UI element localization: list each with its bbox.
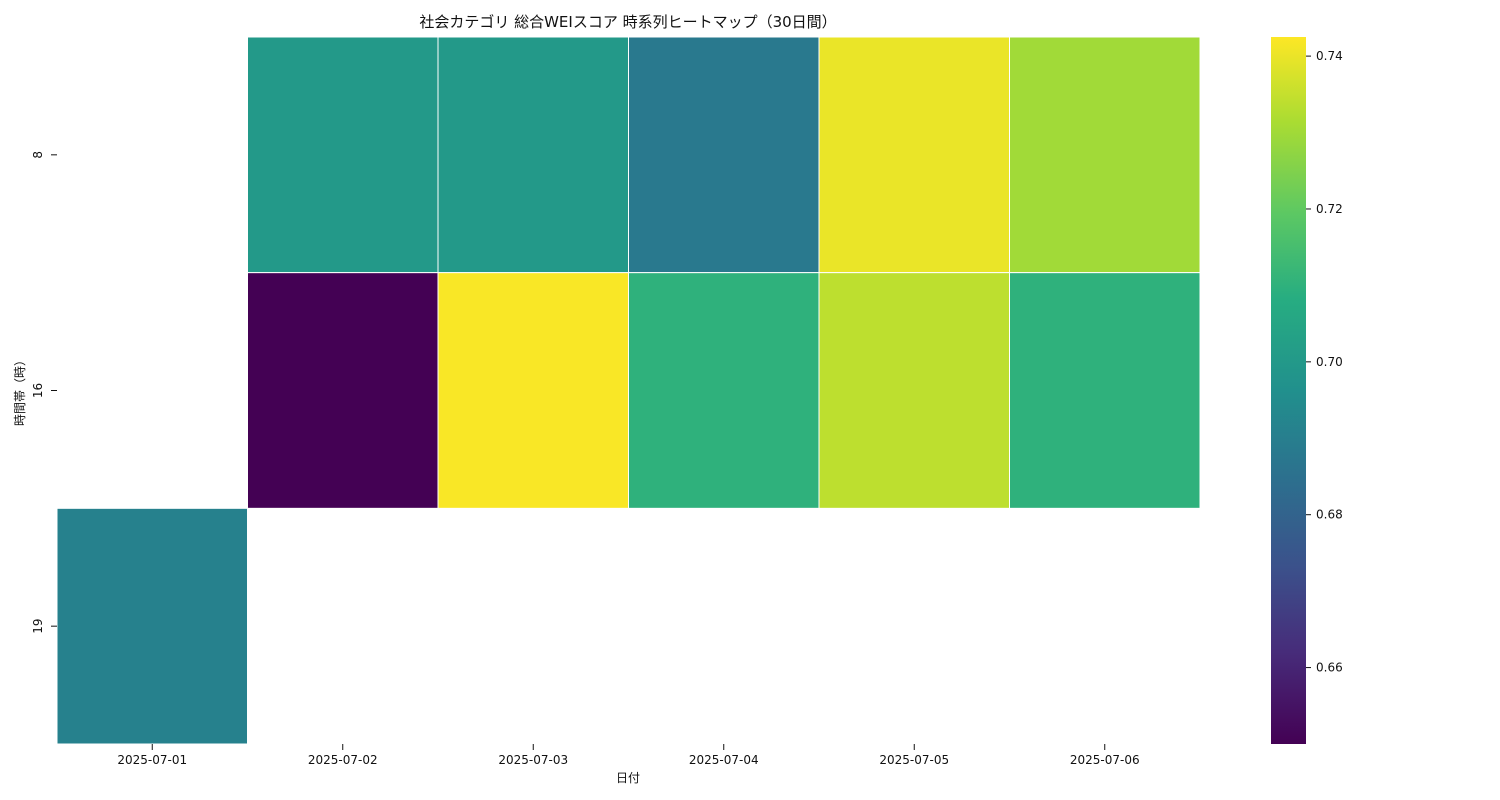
x-axis-ticks: 2025-07-01 2025-07-02 2025-07-03 2025-07-04… [117, 744, 1140, 767]
chart-title: 社会カテゴリ 総合WEIスコア 時系列ヒートマップ（30日間） [419, 13, 836, 31]
heatmap-cell [818, 272, 1010, 509]
heatmap-cell [247, 272, 439, 509]
heatmap-cell [437, 272, 629, 509]
x-tick-label: 2025-07-03 [498, 753, 568, 767]
colorbar-tick-label: 0.68 [1316, 508, 1343, 522]
heatmap-cell [56, 507, 248, 745]
heatmap-cell [818, 36, 1010, 274]
colorbar-tick-label: 0.66 [1316, 661, 1343, 675]
colorbar-tick-label: 0.72 [1316, 202, 1343, 216]
y-axis-label: 時間帯（時） [13, 354, 27, 426]
heatmap-cell [437, 36, 629, 274]
x-tick-label: 2025-07-04 [689, 753, 759, 767]
heatmap-cell [628, 272, 820, 509]
heatmap-cell [247, 36, 439, 274]
heatmap-cell [1009, 36, 1201, 274]
colorbar-ticks: 0.66 0.68 0.70 0.72 0.74 [1306, 49, 1343, 675]
x-tick-label: 2025-07-02 [308, 753, 378, 767]
x-axis-label: 日付 [616, 771, 640, 785]
colorbar-tick-label: 0.70 [1316, 355, 1343, 369]
x-tick-label: 2025-07-05 [879, 753, 949, 767]
x-tick-label: 2025-07-06 [1070, 753, 1140, 767]
colorbar-tick-label: 0.74 [1316, 49, 1343, 63]
heatmap-cell [628, 36, 820, 274]
heatmap-cells [56, 36, 1201, 745]
y-tick-label: 16 [31, 383, 45, 398]
x-tick-label: 2025-07-01 [117, 753, 187, 767]
y-axis-ticks: 8 16 19 [31, 151, 57, 634]
heatmap-cell [1009, 272, 1201, 509]
colorbar [1271, 37, 1306, 744]
y-tick-label: 8 [31, 151, 45, 159]
y-tick-label: 19 [31, 619, 45, 634]
